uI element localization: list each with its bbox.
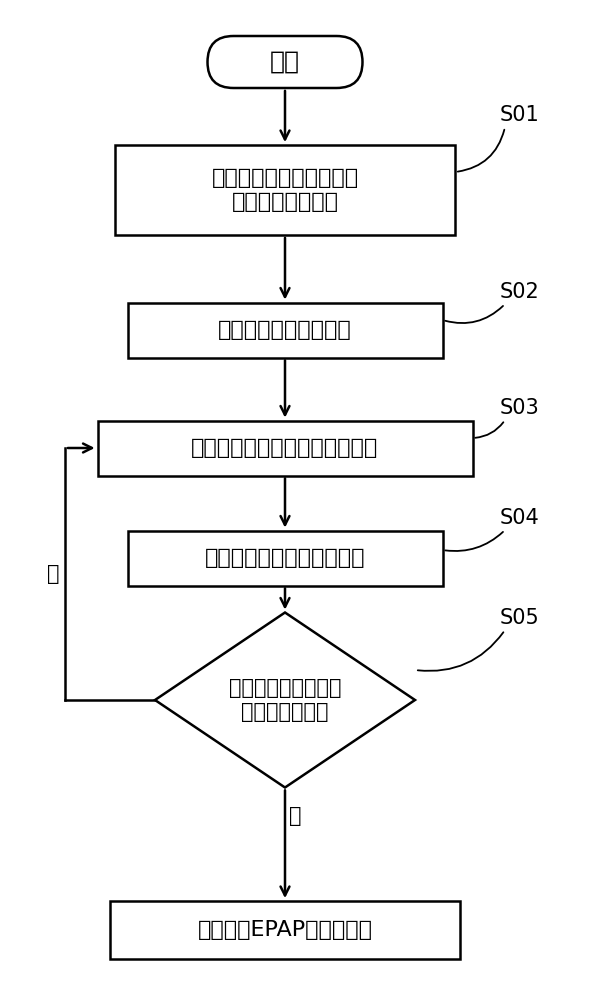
- Text: S03: S03: [500, 398, 540, 418]
- Text: S04: S04: [500, 508, 540, 528]
- Text: 开始: 开始: [270, 50, 300, 74]
- Text: 判断调整后的呼吸指
标特征是否恶化: 判断调整后的呼吸指 标特征是否恶化: [229, 678, 341, 722]
- Text: 是: 是: [289, 806, 301, 826]
- FancyBboxPatch shape: [128, 530, 443, 585]
- FancyBboxPatch shape: [110, 901, 460, 959]
- FancyBboxPatch shape: [207, 36, 362, 88]
- Text: 调整呼吸机的呼气阶段气道正压: 调整呼吸机的呼气阶段气道正压: [191, 438, 379, 458]
- FancyBboxPatch shape: [128, 302, 443, 358]
- Text: 停止增大EPAP的下探程度: 停止增大EPAP的下探程度: [197, 920, 372, 940]
- Text: 提取呼吸指标特征信号: 提取呼吸指标特征信号: [218, 320, 352, 340]
- Text: S05: S05: [500, 608, 540, 628]
- Text: S01: S01: [500, 105, 540, 125]
- Text: 采集调整后的用户呼吸信号: 采集调整后的用户呼吸信号: [204, 548, 365, 568]
- Text: S02: S02: [500, 282, 540, 302]
- FancyBboxPatch shape: [98, 420, 472, 476]
- Text: 否: 否: [47, 564, 59, 584]
- FancyBboxPatch shape: [115, 145, 455, 235]
- Polygon shape: [155, 612, 415, 788]
- Text: 采集用户在预设时间段内
呼吸时的呼吸信号: 采集用户在预设时间段内 呼吸时的呼吸信号: [212, 168, 359, 212]
